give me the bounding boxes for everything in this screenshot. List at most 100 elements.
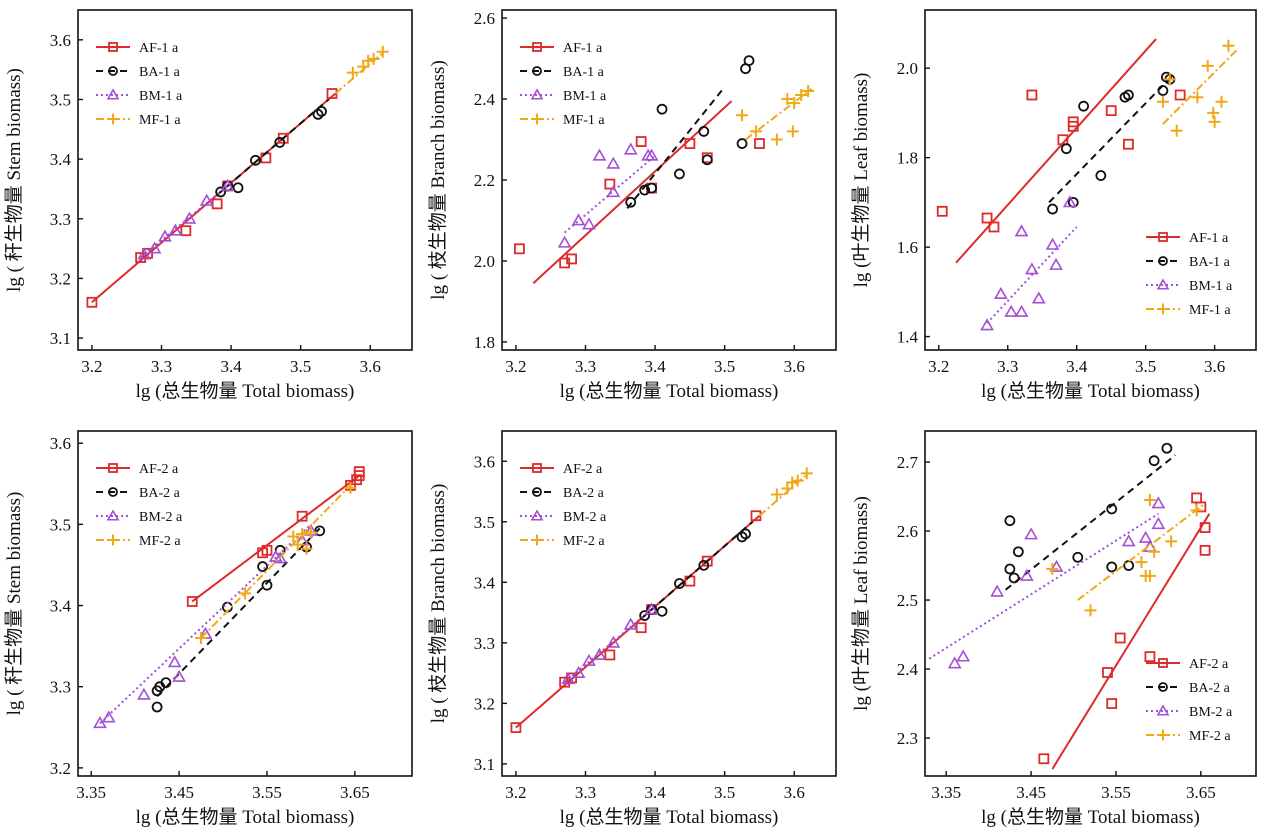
data-point <box>743 55 755 66</box>
fit-line <box>191 474 360 603</box>
data-point <box>1049 257 1063 270</box>
data-point <box>1045 237 1060 250</box>
y-tick-label: 3.3 <box>50 678 71 697</box>
x-tick-label: 3.45 <box>164 783 194 802</box>
data-point <box>300 542 313 555</box>
plot-frame <box>77 9 413 351</box>
series-ba <box>625 55 755 209</box>
data-point <box>211 198 223 210</box>
fit-line <box>1077 502 1206 601</box>
data-point <box>1060 143 1072 155</box>
data-point <box>1106 561 1118 573</box>
y-tick-label: 3.5 <box>50 90 71 109</box>
data-point <box>274 137 286 148</box>
plot-frame <box>77 430 413 777</box>
x-axis-label: lg (总生物量 Total biomass) <box>560 380 779 402</box>
series-bm <box>928 496 1166 669</box>
chart-panel-3: 3.2 3.3 3.4 3.5 3.6 1.4 1.6 1.8 2.0 lg (总生物量 Tota… <box>850 9 1257 402</box>
x-axis-label: lg (总生物量 Total biomass) <box>136 806 355 828</box>
data-point <box>362 54 375 67</box>
data-point <box>947 656 962 669</box>
data-point <box>1008 572 1020 584</box>
legend: AF-2 a BA-2 a BM-2 a MF-2 a <box>1146 657 1233 744</box>
data-point <box>1190 504 1203 517</box>
legend-label: MF-1 a <box>563 113 605 128</box>
x-tick-label: 3.2 <box>505 783 526 802</box>
legend-marker <box>532 42 542 52</box>
legend-marker <box>1157 303 1169 315</box>
x-tick-label: 3.5 <box>1135 357 1156 376</box>
x-axis-label: lg (总生物量 Total biomass) <box>981 806 1200 828</box>
legend-marker <box>106 88 120 100</box>
data-point <box>623 142 638 155</box>
data-point <box>1062 195 1077 208</box>
data-point <box>606 156 621 169</box>
series-bm <box>980 195 1078 331</box>
y-tick-label: 1.8 <box>897 149 918 168</box>
fit-line <box>99 523 312 724</box>
x-tick-label: 3.3 <box>575 783 596 802</box>
y-tick-label: 2.4 <box>897 660 919 679</box>
data-point <box>1014 224 1029 237</box>
data-point <box>1025 262 1039 275</box>
x-tick-label: 3.3 <box>151 357 172 376</box>
fit-line <box>1162 47 1240 125</box>
series-mf <box>1046 494 1206 617</box>
y-tick-label: 1.4 <box>897 328 919 347</box>
data-point <box>1151 517 1166 530</box>
data-point <box>1222 39 1235 52</box>
data-point <box>674 168 685 180</box>
data-point <box>1049 559 1064 572</box>
x-tick-label: 3.2 <box>505 357 526 376</box>
y-axis-label: lg ( 枝生物量 Branch biomass) <box>427 60 449 300</box>
series-mf <box>736 84 815 146</box>
data-point <box>151 701 163 713</box>
series-af <box>86 88 338 308</box>
data-point <box>781 482 794 495</box>
data-point <box>513 243 525 255</box>
y-axis-label: lg (叶生物量 Leaf biomass) <box>850 496 872 711</box>
data-point <box>936 205 948 217</box>
data-point <box>1123 560 1135 571</box>
legend-marker <box>531 534 543 546</box>
data-point <box>582 653 596 666</box>
legend-marker <box>1157 729 1169 741</box>
data-point <box>770 488 783 501</box>
data-point <box>1138 530 1153 543</box>
x-tick-label: 3.6 <box>784 357 805 376</box>
legend-marker <box>532 463 542 473</box>
data-point <box>296 528 309 541</box>
x-tick-label: 3.35 <box>931 783 961 802</box>
data-point <box>1106 698 1118 709</box>
fit-line <box>986 226 1078 324</box>
data-point <box>1084 604 1097 617</box>
data-point <box>1143 494 1156 506</box>
data-point <box>639 610 651 622</box>
data-point <box>1123 138 1134 150</box>
y-tick-label: 2.0 <box>474 252 495 271</box>
data-point <box>592 647 607 660</box>
data-point <box>754 138 765 149</box>
data-point <box>1123 89 1134 101</box>
x-tick-label: 3.5 <box>714 357 735 376</box>
legend-marker <box>1158 232 1168 242</box>
data-point <box>1057 134 1069 146</box>
data-point <box>250 154 261 166</box>
data-point <box>623 617 638 630</box>
x-tick-label: 3.5 <box>714 783 735 802</box>
data-point <box>137 247 151 260</box>
data-point <box>1038 753 1050 765</box>
data-point <box>635 136 647 147</box>
data-point <box>674 578 685 589</box>
data-point <box>1191 492 1202 504</box>
data-point <box>1148 455 1160 467</box>
y-tick-label: 1.6 <box>897 238 918 257</box>
data-point <box>684 138 696 149</box>
x-tick-label: 3.55 <box>252 783 282 802</box>
series-bm <box>137 178 235 260</box>
y-tick-label: 3.2 <box>50 269 71 288</box>
data-point <box>592 148 607 161</box>
x-tick-label: 3.45 <box>1016 783 1046 802</box>
data-point <box>781 93 794 106</box>
x-tick-label: 3.65 <box>340 783 370 802</box>
